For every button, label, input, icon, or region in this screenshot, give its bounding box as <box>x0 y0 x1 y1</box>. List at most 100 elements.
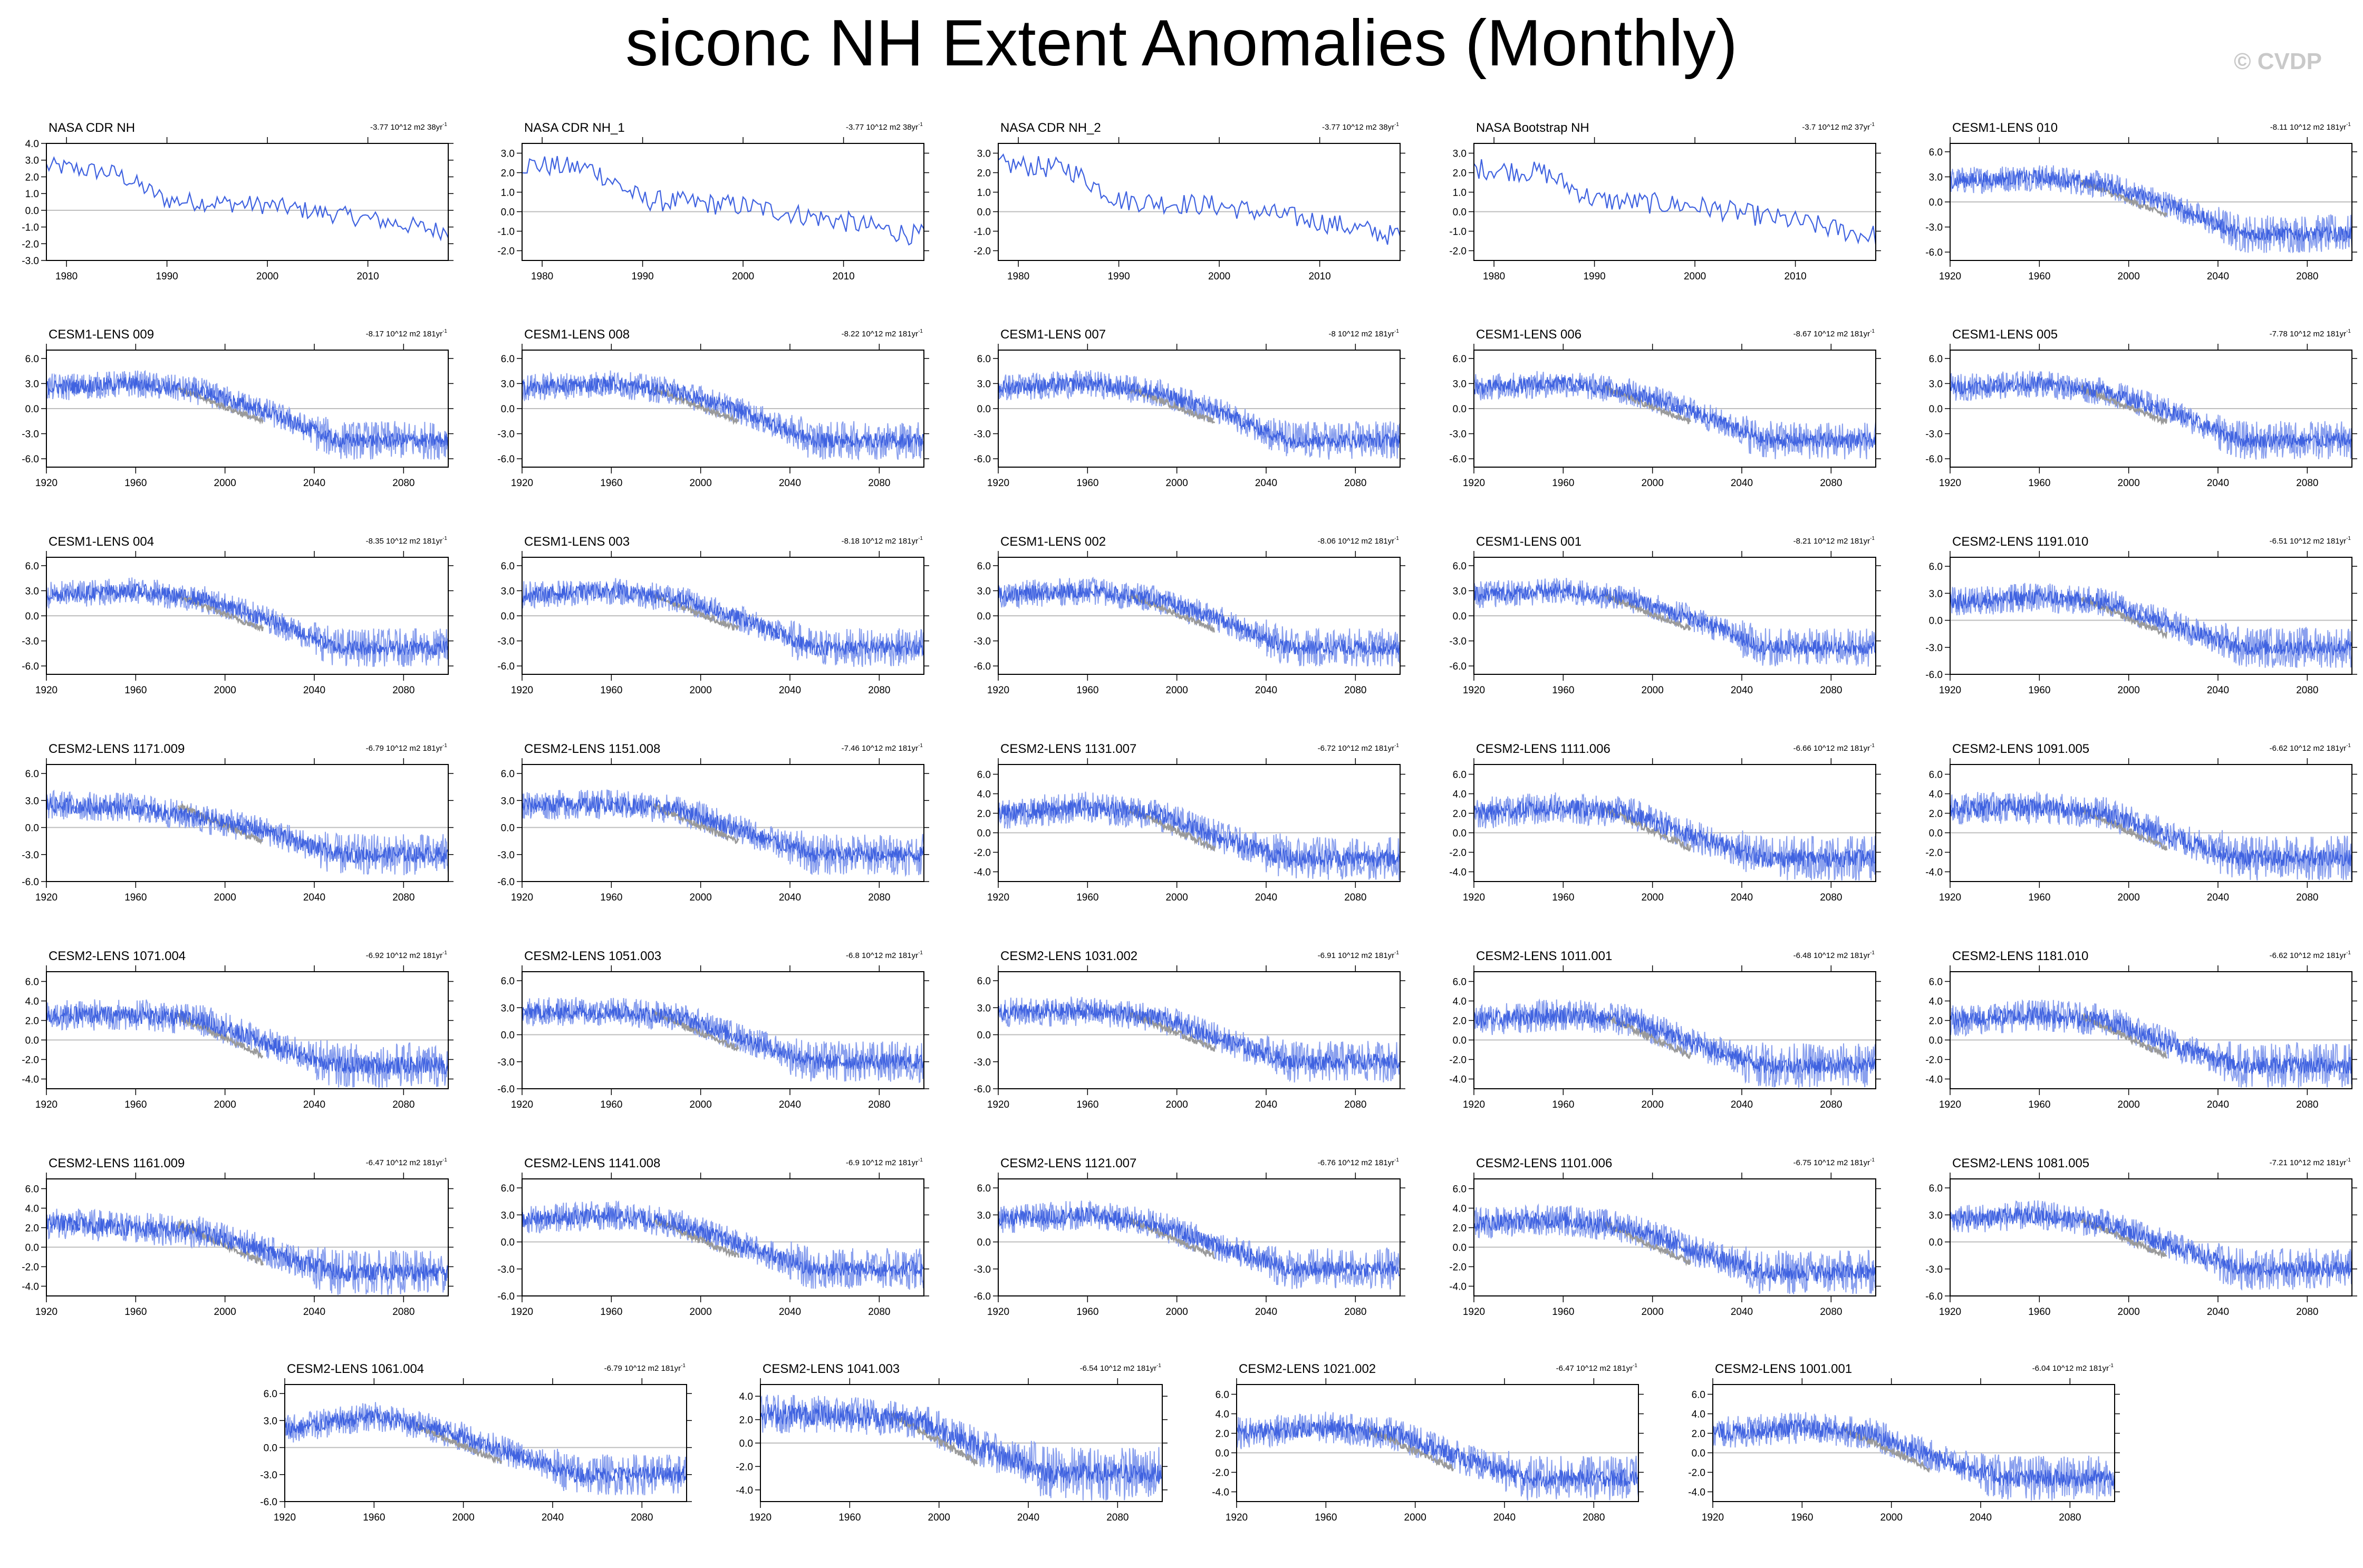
y-tick-label: 6.0 <box>1216 1390 1229 1401</box>
y-tick-label: -3.0 <box>973 1057 991 1068</box>
series-line <box>998 376 1401 449</box>
x-tick-label: 2040 <box>1731 1306 1753 1318</box>
x-tick-label: 1960 <box>124 1099 147 1110</box>
y-tick-label: -6.0 <box>1925 247 1943 258</box>
x-tick-label: 1960 <box>1552 892 1574 903</box>
y-tick-label: -6.0 <box>1925 670 1943 681</box>
trend-label: -6.79 10^12 m2 181yr-1 <box>366 743 448 753</box>
series-line <box>998 583 1401 656</box>
x-tick-label: 1920 <box>1939 892 1961 903</box>
x-tick-label: 1960 <box>838 1512 861 1523</box>
trend-label: -8.18 10^12 m2 181yr-1 <box>842 536 923 546</box>
y-tick-label: 3.0 <box>25 156 39 167</box>
y-tick-label: -3.0 <box>1925 429 1943 440</box>
x-tick-label: 2080 <box>1820 1099 1842 1110</box>
x-tick-label: 2000 <box>2118 478 2140 489</box>
y-tick-label: -1.0 <box>497 227 515 238</box>
panel-frame <box>1950 971 2352 1089</box>
trend-exponent: -1 <box>1870 950 1875 956</box>
x-tick-label: 2080 <box>1344 478 1366 489</box>
panel-title: CESM1-LENS 010 <box>1952 121 2058 135</box>
x-tick-label: 2040 <box>303 685 325 696</box>
panel-frame <box>522 143 924 261</box>
series-line <box>522 156 924 246</box>
x-tick-label: 1960 <box>1791 1512 1813 1523</box>
y-tick-label: 3.0 <box>1929 379 1943 390</box>
y-tick-label: 3.0 <box>501 149 515 160</box>
panel-title: CESM2-LENS 1041.003 <box>763 1362 900 1376</box>
panel-title: CESM2-LENS 1021.002 <box>1239 1362 1376 1376</box>
series-line <box>1473 1212 1876 1282</box>
trend-exponent: -1 <box>918 1157 923 1163</box>
y-tick-label: -2.0 <box>22 1262 39 1273</box>
x-tick-label: 1960 <box>1315 1512 1337 1523</box>
series-observed-line <box>2081 806 2168 851</box>
chart-panel: CESM2-LENS 1161.009 -6.47 10^12 m2 181yr-… <box>22 1156 454 1318</box>
x-tick-label: 2040 <box>1255 1306 1277 1318</box>
y-tick-label: 3.0 <box>501 796 515 807</box>
y-tick-label: 6.0 <box>977 354 991 365</box>
series-spread-line <box>1950 791 2352 881</box>
y-tick-label: -3.0 <box>260 1470 277 1481</box>
y-tick-label: -1.0 <box>22 222 39 234</box>
trend-exponent: -1 <box>1870 328 1875 334</box>
y-tick-label: 3.0 <box>25 586 39 597</box>
trend-label: -3.77 10^12 m2 38yr-1 <box>370 122 447 132</box>
trend-label: -8.17 10^12 m2 181yr-1 <box>366 328 448 338</box>
x-tick-label: 2080 <box>2296 892 2318 903</box>
trend-label: -7.21 10^12 m2 181yr-1 <box>2270 1157 2351 1167</box>
x-tick-label: 2000 <box>1642 892 1664 903</box>
panel-frame <box>46 971 449 1089</box>
y-tick-label: 0.0 <box>25 206 39 217</box>
x-tick-label: 2000 <box>1642 685 1664 696</box>
x-tick-label: 1960 <box>1552 1099 1574 1110</box>
trend-exponent: -1 <box>918 536 923 541</box>
y-tick-label: 0.0 <box>977 611 991 622</box>
y-tick-label: 4.0 <box>1453 789 1467 800</box>
trend-exponent: -1 <box>1156 1363 1161 1369</box>
x-tick-label: 2080 <box>1820 892 1842 903</box>
x-tick-label: 2000 <box>690 1306 712 1318</box>
panel-title: CESM1-LENS 001 <box>1476 535 1581 549</box>
y-tick-label: -4.0 <box>1449 1282 1467 1293</box>
chart-panel: CESM2-LENS 1121.007 -6.76 10^12 m2 181yr-… <box>973 1156 1405 1318</box>
y-tick-label: -3.0 <box>1925 643 1943 654</box>
panel-title: CESM2-LENS 1101.006 <box>1476 1156 1612 1170</box>
trend-label: -6.47 10^12 m2 181yr-1 <box>1556 1363 1638 1373</box>
x-tick-label: 1920 <box>1463 892 1485 903</box>
x-tick-label: 2080 <box>1820 685 1842 696</box>
y-tick-label: 0.0 <box>1929 1035 1943 1047</box>
series-line <box>522 1207 924 1277</box>
y-tick-label: -3.0 <box>973 1264 991 1275</box>
x-tick-label: 1980 <box>1007 271 1029 282</box>
y-tick-label: 6.0 <box>501 354 515 365</box>
y-tick-label: -3.0 <box>973 636 991 647</box>
trend-exponent: -1 <box>918 122 923 128</box>
x-tick-label: 2000 <box>1166 685 1188 696</box>
trend-exponent: -1 <box>442 536 447 541</box>
x-tick-label: 1960 <box>124 892 147 903</box>
panel-frame <box>46 143 449 261</box>
x-tick-label: 1920 <box>1702 1512 1724 1523</box>
y-tick-label: -6.0 <box>1449 661 1467 672</box>
series-line <box>1473 376 1876 449</box>
y-tick-label: 2.0 <box>739 1415 753 1426</box>
y-tick-label: 4.0 <box>1929 789 1943 800</box>
x-tick-label: 2000 <box>2118 685 2140 696</box>
x-tick-label: 1920 <box>35 685 57 696</box>
y-tick-label: 4.0 <box>1453 996 1467 1008</box>
x-tick-label: 2040 <box>1255 478 1277 489</box>
series-line <box>998 1207 1401 1277</box>
y-tick-label: 0.0 <box>501 1237 515 1248</box>
y-tick-label: -4.0 <box>1688 1487 1705 1498</box>
trend-exponent: -1 <box>918 743 923 749</box>
x-tick-label: 1960 <box>1076 685 1098 696</box>
x-tick-label: 2080 <box>1344 1099 1366 1110</box>
chart-panel: CESM2-LENS 1071.004 -6.92 10^12 m2 181yr-… <box>22 949 454 1110</box>
y-tick-label: 4.0 <box>1692 1409 1705 1420</box>
y-tick-label: -3.0 <box>497 850 515 861</box>
series-spread-line <box>1473 792 1876 881</box>
panel-frame <box>1236 1384 1639 1502</box>
y-tick-label: 6.0 <box>1929 562 1943 573</box>
